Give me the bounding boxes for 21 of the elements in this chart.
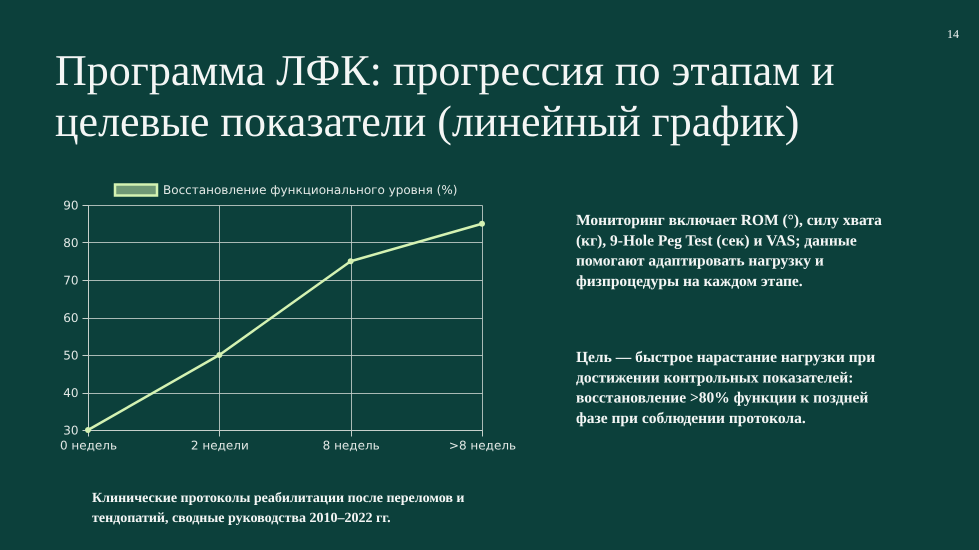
text: 14 — [947, 27, 959, 41]
y-tick-label: 50 — [63, 348, 78, 362]
point — [348, 258, 354, 264]
text: Цель — быстрое нарастание нагрузки при достижении контрольных показателей: восстановление >80% функции к поздней фазе при соблюдении протокола. — [576, 349, 876, 427]
y-tick-label: 90 — [63, 198, 78, 212]
legend-label: Восстановление функционального уровня (%) — [163, 183, 458, 197]
y-tick-label: 80 — [63, 236, 78, 250]
point — [216, 352, 222, 358]
y-tick-label: 60 — [63, 311, 78, 325]
point — [85, 427, 91, 433]
x-tick-label: 0 недель — [60, 438, 118, 452]
x-tick-label: 8 недель — [322, 438, 380, 452]
chart-title: Программа ЛФК: прогрессия по этапам и целевые показатели (линейный график) — [55, 46, 835, 146]
y-tick-label: 40 — [63, 386, 78, 400]
text: Клинические протоколы реабилитации после переломов и тендопатий, сводные руководства 2010–2022 гг. — [92, 491, 464, 526]
point — [479, 220, 485, 227]
text: Мониторинг включает ROM (°), силу хвата (кг), 9-Hole Peg Test (сек) и VAS; данные помогают адаптировать нагрузку и физпроцедуры на каждом этапе. — [576, 212, 882, 290]
y-tick-label: 70 — [63, 274, 78, 288]
y-tick-label: 30 — [63, 424, 78, 438]
x-tick-label: 2 недели — [190, 438, 249, 452]
x-tick-label: >8 недель — [448, 438, 516, 452]
